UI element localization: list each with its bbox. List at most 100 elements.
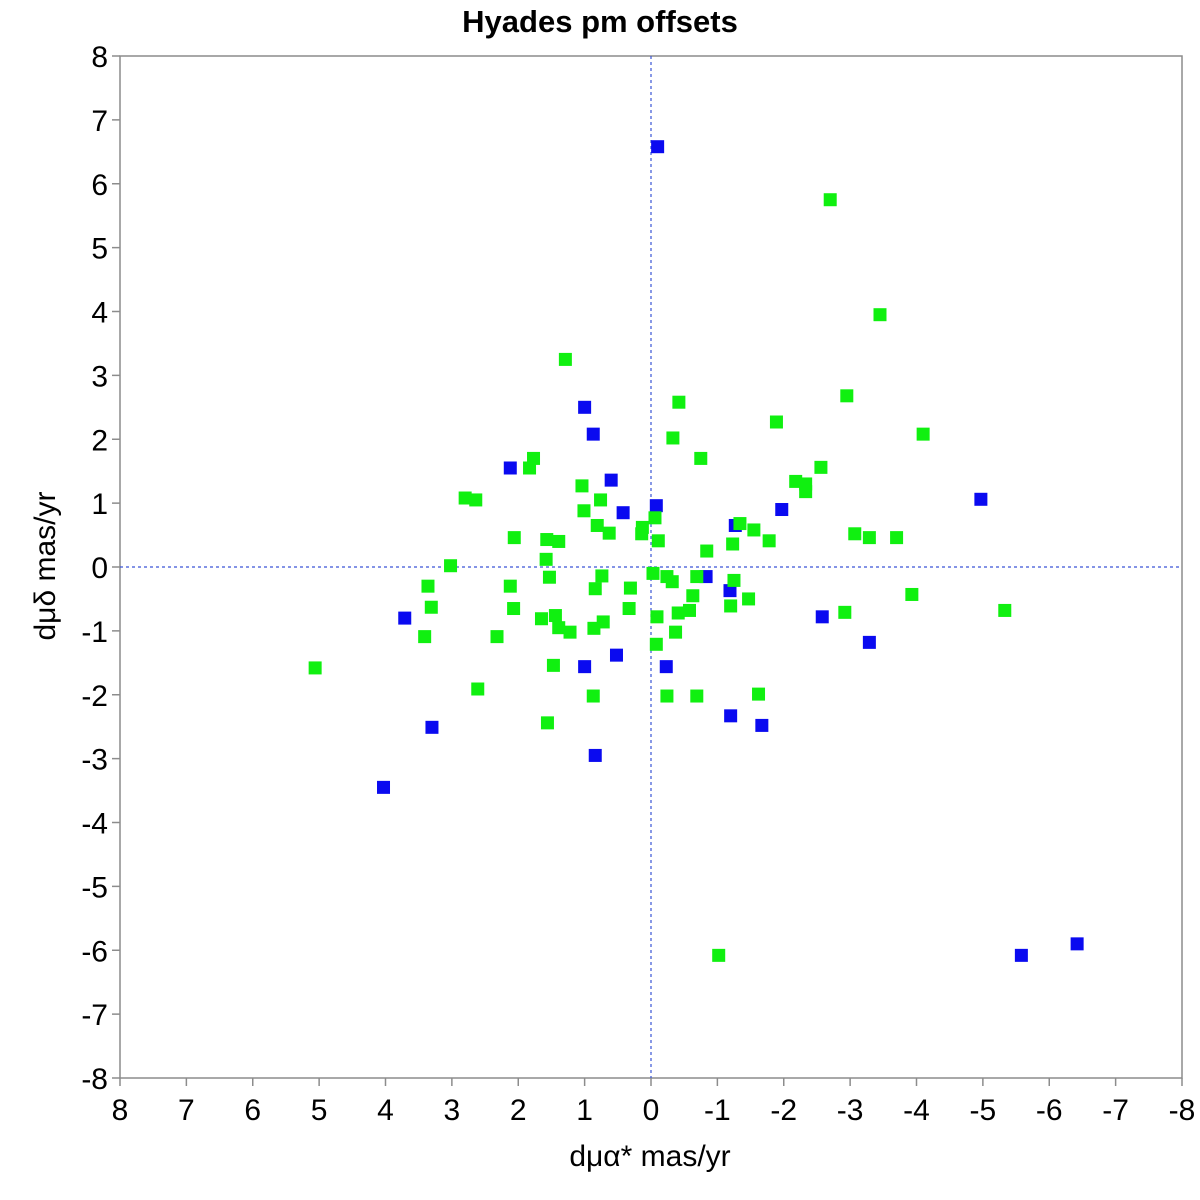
data-point-series-1: [775, 503, 789, 517]
x-tick-label: -2: [770, 1094, 797, 1127]
data-point-series-2: [905, 587, 919, 601]
x-tick-label: 0: [643, 1094, 660, 1127]
data-point-series-2: [665, 575, 679, 589]
x-tick-label: 5: [311, 1094, 328, 1127]
x-tick-label: -5: [970, 1094, 997, 1127]
data-point-series-2: [587, 621, 601, 635]
data-point-series-1: [659, 660, 673, 674]
data-point-series-2: [635, 527, 649, 541]
data-point-series-1: [723, 584, 737, 598]
data-point-series-2: [690, 570, 704, 584]
data-point-series-1: [616, 506, 630, 520]
y-tick-label: 7: [91, 105, 108, 138]
data-point-series-1: [862, 635, 876, 649]
data-point-series-2: [534, 612, 548, 626]
x-tick-label: -1: [704, 1094, 731, 1127]
data-point-series-2: [542, 570, 556, 584]
data-point-series-2: [507, 531, 521, 545]
data-point-series-2: [646, 566, 660, 580]
x-tick-label: -7: [1102, 1094, 1129, 1127]
data-point-series-2: [742, 592, 756, 606]
data-point-series-1: [609, 648, 623, 662]
y-axis-label: dμδ mas/yr: [29, 491, 62, 641]
data-point-series-2: [762, 534, 776, 548]
x-tick-label: -8: [1169, 1094, 1196, 1127]
data-point-series-1: [649, 499, 663, 513]
data-point-series-2: [588, 582, 602, 596]
data-point-series-2: [690, 689, 704, 703]
data-point-series-1: [724, 709, 738, 723]
y-tick-label: 6: [91, 169, 108, 202]
data-point-series-1: [578, 660, 592, 674]
y-tick-label: 1: [91, 488, 108, 521]
data-point-series-2: [769, 415, 783, 429]
data-point-series-1: [398, 611, 412, 625]
data-point-series-2: [421, 579, 435, 593]
data-point-series-1: [578, 400, 592, 414]
data-point-series-2: [916, 427, 930, 441]
data-point-series-2: [823, 193, 837, 207]
data-point-series-2: [548, 609, 562, 623]
data-point-series-2: [682, 603, 696, 617]
data-point-series-2: [540, 533, 554, 547]
data-point-series-1: [815, 610, 829, 624]
data-point-series-2: [575, 479, 589, 493]
data-point-series-2: [848, 527, 862, 541]
data-point-series-2: [727, 573, 741, 587]
y-tick-label: 5: [91, 233, 108, 266]
data-point-series-2: [595, 569, 609, 583]
data-point-series-2: [507, 602, 521, 616]
data-point-series-2: [814, 460, 828, 474]
data-point-series-1: [425, 720, 439, 734]
data-point-series-2: [726, 537, 740, 551]
y-tick-label: 8: [91, 41, 108, 74]
x-tick-label: -4: [903, 1094, 930, 1127]
data-point-series-2: [594, 493, 608, 507]
data-point-series-2: [623, 581, 637, 595]
x-tick-label: 4: [377, 1094, 394, 1127]
x-tick-label: 1: [576, 1094, 593, 1127]
data-point-series-2: [490, 630, 504, 644]
data-point-series-2: [649, 637, 663, 651]
y-tick-label: 2: [91, 424, 108, 457]
data-point-series-2: [998, 603, 1012, 617]
data-point-series-2: [503, 579, 517, 593]
y-tick-label: -6: [81, 935, 108, 968]
data-point-series-2: [724, 599, 738, 613]
data-point-series-2: [840, 389, 854, 403]
data-point-series-2: [552, 621, 566, 635]
x-tick-label: 8: [112, 1094, 129, 1127]
data-point-series-2: [747, 523, 761, 537]
data-point-series-2: [444, 559, 458, 573]
data-point-series-1: [974, 492, 988, 506]
data-point-series-2: [752, 687, 766, 701]
data-point-series-1: [1070, 937, 1084, 951]
data-point-series-2: [700, 544, 714, 558]
y-tick-label: -2: [81, 680, 108, 713]
data-point-series-1: [586, 427, 600, 441]
data-point-series-2: [862, 531, 876, 545]
data-point-series-2: [686, 589, 700, 603]
data-point-series-2: [586, 689, 600, 703]
data-point-series-2: [540, 716, 554, 730]
data-point-series-1: [604, 473, 618, 487]
data-point-series-1: [651, 140, 665, 154]
data-point-series-2: [539, 552, 553, 566]
data-point-series-2: [712, 948, 726, 962]
data-point-series-2: [650, 610, 664, 624]
data-point-series-2: [651, 534, 665, 548]
data-point-series-2: [469, 493, 483, 507]
data-point-series-2: [471, 682, 485, 696]
data-point-series-2: [669, 625, 683, 639]
data-point-series-2: [733, 517, 747, 531]
x-tick-label: 2: [510, 1094, 527, 1127]
x-tick-label: 6: [244, 1094, 261, 1127]
data-point-series-2: [838, 605, 852, 619]
data-point-series-2: [602, 526, 616, 540]
data-point-series-2: [890, 531, 904, 545]
data-point-series-2: [418, 630, 432, 644]
y-tick-label: 0: [91, 552, 108, 585]
data-point-series-2: [873, 308, 887, 322]
data-point-series-1: [377, 780, 391, 794]
